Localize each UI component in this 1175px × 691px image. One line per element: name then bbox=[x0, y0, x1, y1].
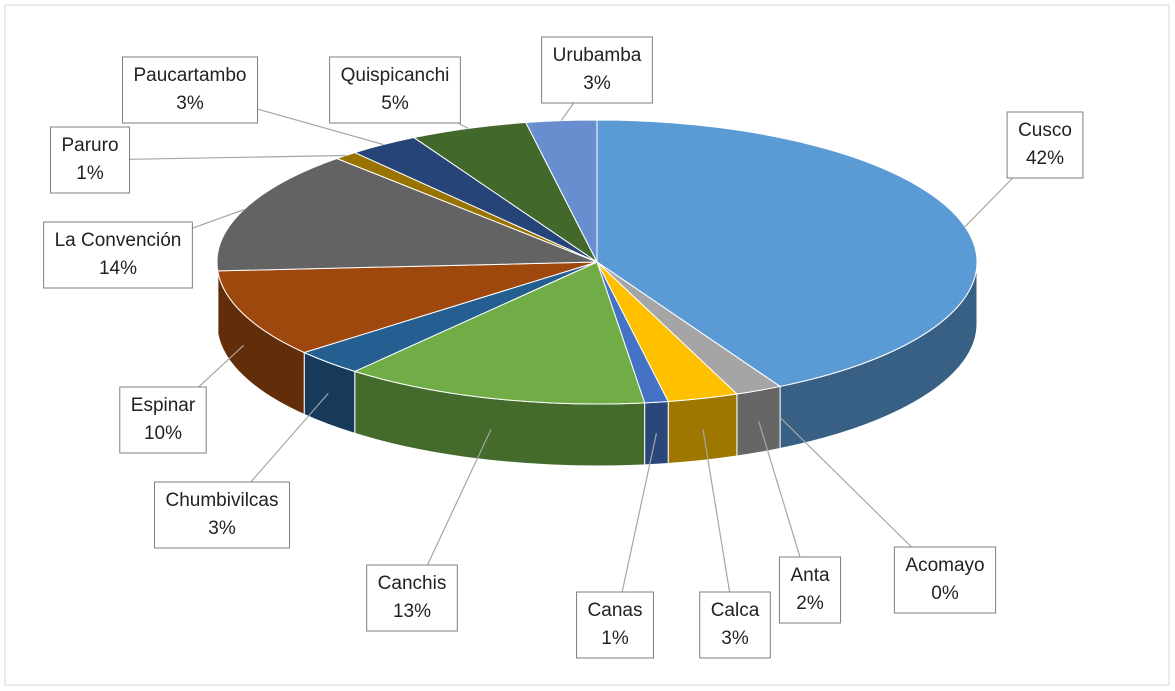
label-box bbox=[49, 126, 131, 194]
label-box bbox=[699, 591, 771, 659]
label-value: 13% bbox=[393, 601, 431, 622]
leader-line bbox=[964, 177, 1014, 228]
label-category: Paruro bbox=[61, 135, 118, 156]
leader-line bbox=[702, 429, 731, 593]
label-value: 2% bbox=[796, 593, 824, 614]
data-label: Anta 2% bbox=[778, 556, 842, 624]
label-value: 0% bbox=[931, 583, 959, 604]
data-label: Paruro 1% bbox=[49, 126, 131, 194]
data-label: Quispicanchi 5% bbox=[329, 56, 461, 124]
data-label: Canchis 13% bbox=[366, 564, 458, 632]
label-category: Paucartambo bbox=[133, 65, 246, 86]
label-category: Acomayo bbox=[905, 555, 984, 576]
label-category: Canchis bbox=[378, 573, 447, 594]
label-value: 14% bbox=[99, 258, 137, 279]
data-label: Chumbivilcas 3% bbox=[154, 481, 290, 549]
slice-side bbox=[736, 385, 781, 457]
label-box bbox=[43, 221, 193, 289]
label-box bbox=[121, 56, 259, 124]
label-box bbox=[576, 591, 654, 659]
slice bbox=[216, 157, 598, 272]
label-value: 1% bbox=[76, 163, 104, 184]
label-box bbox=[329, 56, 461, 124]
label-category: Calca bbox=[711, 600, 760, 621]
label-category: Quispicanchi bbox=[341, 65, 450, 86]
pie-sides bbox=[216, 261, 978, 467]
label-box bbox=[541, 36, 653, 104]
label-category: Chumbivilcas bbox=[166, 490, 279, 511]
label-category: Cusco bbox=[1018, 120, 1072, 141]
data-label: Canas 1% bbox=[576, 591, 654, 659]
data-label: Paucartambo 3% bbox=[121, 56, 259, 124]
data-label: Calca 3% bbox=[699, 591, 771, 659]
label-value: 1% bbox=[601, 628, 629, 649]
label-category: Urubamba bbox=[553, 45, 642, 66]
label-category: Canas bbox=[588, 600, 643, 621]
slice bbox=[217, 261, 598, 354]
data-label: Acomayo 0% bbox=[893, 546, 997, 614]
data-label: Urubamba 3% bbox=[541, 36, 653, 104]
leader-line bbox=[779, 417, 912, 548]
leader-line bbox=[758, 421, 801, 558]
label-value: 3% bbox=[176, 93, 204, 114]
label-category: Espinar bbox=[131, 395, 196, 416]
leader-line bbox=[560, 102, 575, 121]
label-box bbox=[1006, 111, 1084, 179]
data-label: La Convención 14% bbox=[43, 221, 193, 289]
leader-line bbox=[250, 393, 329, 483]
slice bbox=[525, 119, 598, 263]
data-label: Cusco 42% bbox=[1006, 111, 1084, 179]
label-value: 3% bbox=[208, 518, 236, 539]
slice bbox=[353, 261, 646, 405]
label-value: 5% bbox=[381, 93, 409, 114]
label-value: 3% bbox=[583, 73, 611, 94]
data-label: Espinar 10% bbox=[119, 386, 207, 454]
label-box bbox=[366, 564, 458, 632]
label-category: Anta bbox=[790, 565, 830, 586]
leader-line bbox=[198, 344, 245, 388]
label-category: La Convención bbox=[55, 230, 182, 251]
leader-line bbox=[257, 108, 384, 146]
label-box bbox=[154, 481, 290, 549]
leader-line bbox=[192, 209, 244, 229]
leader-line bbox=[426, 429, 492, 566]
label-value: 10% bbox=[144, 423, 182, 444]
label-box bbox=[119, 386, 207, 454]
label-box bbox=[893, 546, 997, 614]
slice-side bbox=[644, 400, 669, 466]
label-value: 3% bbox=[721, 628, 749, 649]
leader-line bbox=[129, 154, 346, 160]
leader-line bbox=[621, 433, 658, 593]
leader-line bbox=[457, 122, 469, 129]
label-box bbox=[778, 556, 842, 624]
slice-side bbox=[667, 393, 738, 465]
label-value: 42% bbox=[1026, 148, 1064, 169]
